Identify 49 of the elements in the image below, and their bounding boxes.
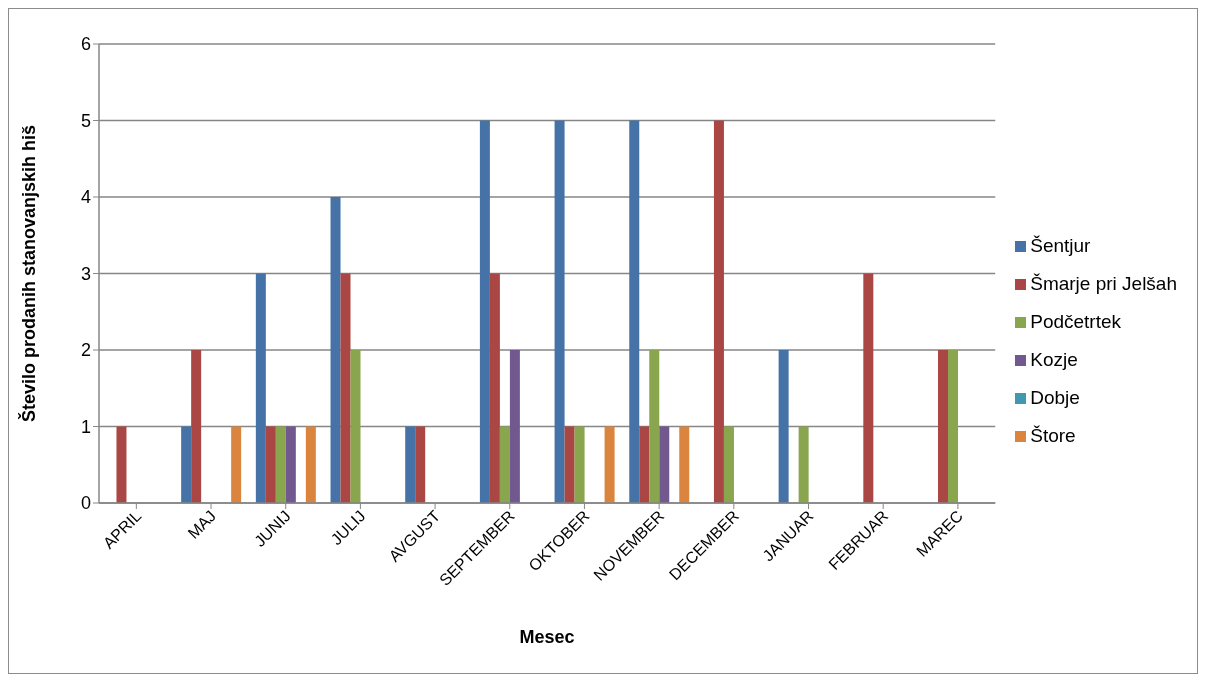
bar xyxy=(479,120,490,503)
legend-label: Šmarje pri Jelšah xyxy=(1030,273,1177,294)
bar xyxy=(116,426,127,503)
bar xyxy=(231,426,242,503)
legend-label: Podčetrtek xyxy=(1030,311,1122,332)
bar xyxy=(330,197,341,503)
y-tick-label: 6 xyxy=(80,34,91,55)
bar xyxy=(405,426,416,503)
bar xyxy=(255,273,266,503)
bar xyxy=(723,426,734,503)
bar xyxy=(305,426,316,503)
legend-label: Šentjur xyxy=(1030,235,1091,256)
bar xyxy=(679,426,690,503)
bar xyxy=(415,426,426,503)
bar xyxy=(863,273,874,503)
y-tick-label: 5 xyxy=(80,110,91,131)
legend-label: Štore xyxy=(1030,425,1076,446)
bar xyxy=(499,426,510,503)
y-tick-label: 4 xyxy=(80,187,91,208)
bar xyxy=(798,426,809,503)
bar xyxy=(350,350,361,503)
bar xyxy=(574,426,585,503)
bar xyxy=(778,350,789,503)
bar xyxy=(948,350,958,503)
bar xyxy=(181,426,192,503)
y-tick-label: 1 xyxy=(80,416,91,437)
bar xyxy=(564,426,575,503)
x-axis-title: Mesec xyxy=(519,627,575,647)
bar xyxy=(191,350,202,503)
y-axis-title: Število prodanih stanovanjskih hiš xyxy=(18,124,40,423)
y-tick-label: 2 xyxy=(80,340,91,361)
bar xyxy=(275,426,286,503)
bar xyxy=(713,120,724,503)
bar xyxy=(285,426,296,503)
bar xyxy=(649,350,660,503)
bar xyxy=(659,426,670,503)
y-tick-label: 0 xyxy=(80,493,91,514)
bar xyxy=(639,426,650,503)
bar xyxy=(265,426,276,503)
legend-label: Kozje xyxy=(1030,349,1078,370)
bar xyxy=(509,350,520,503)
bar xyxy=(489,273,500,503)
bar xyxy=(604,426,615,503)
y-tick-label: 3 xyxy=(80,263,91,284)
bar xyxy=(629,120,640,503)
bar xyxy=(340,273,351,503)
legend-label: Dobje xyxy=(1030,387,1080,408)
bar xyxy=(938,350,948,503)
bar xyxy=(554,120,565,503)
